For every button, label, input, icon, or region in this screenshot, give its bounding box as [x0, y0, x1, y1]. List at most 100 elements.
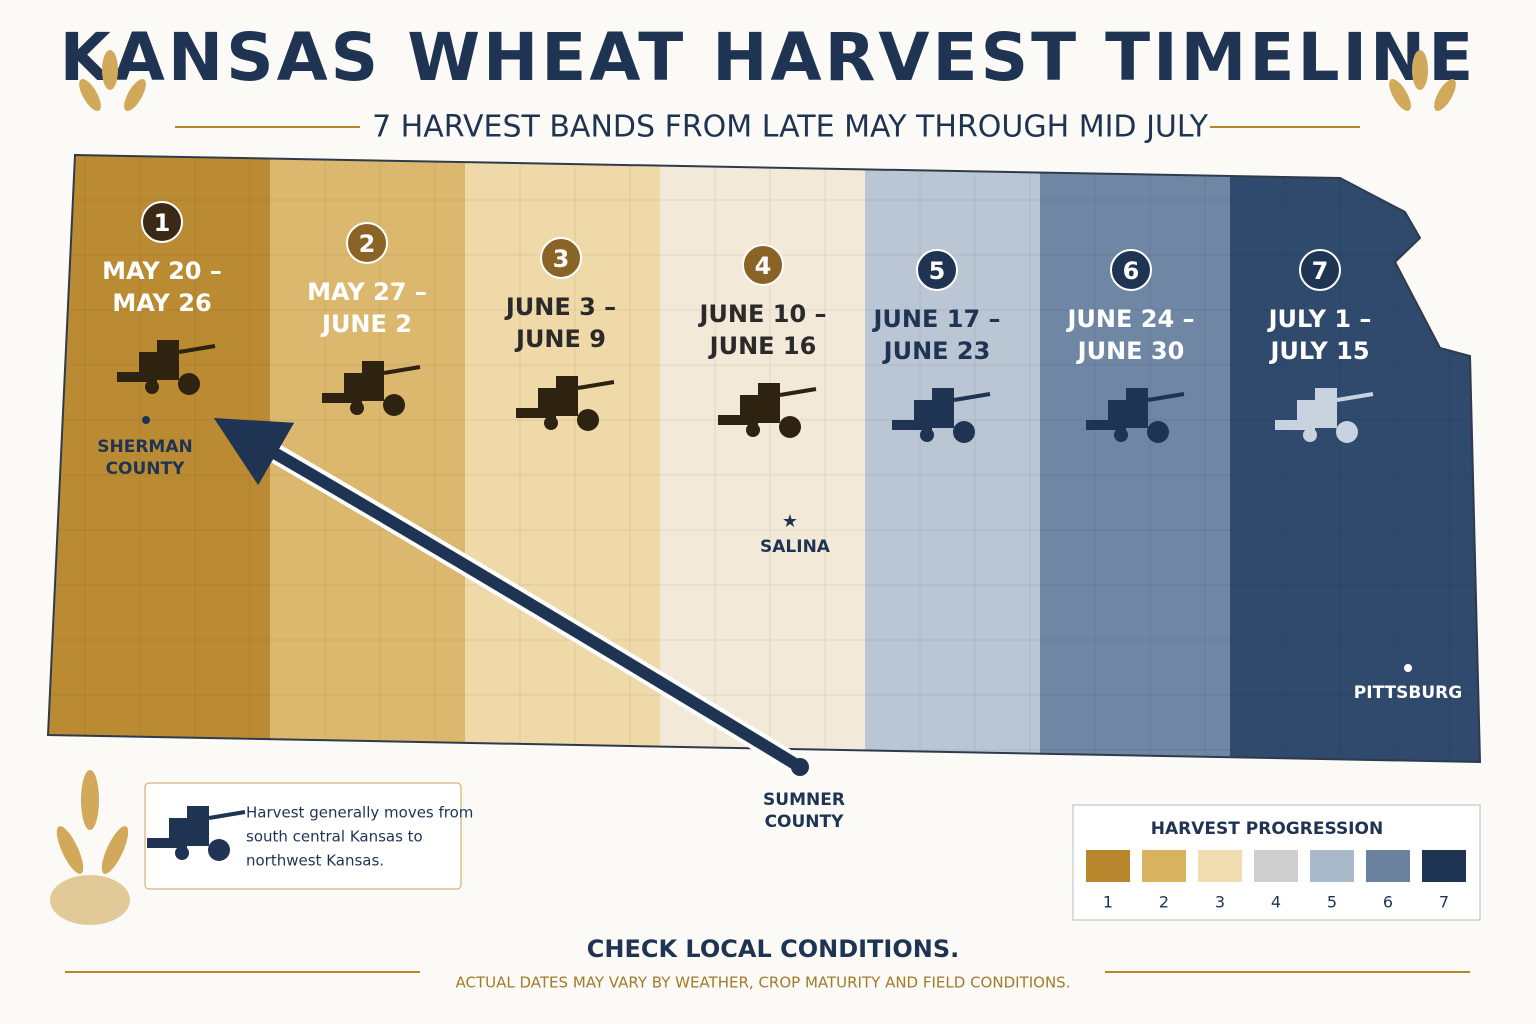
combine-header	[1086, 420, 1126, 430]
legend-swatch	[1254, 850, 1298, 882]
footer-title: CHECK LOCAL CONDITIONS.	[587, 935, 959, 963]
band-dates: JUNE 10 –	[697, 300, 826, 328]
combine-wheel	[953, 421, 975, 443]
combine-header	[322, 393, 362, 403]
combine-icon	[147, 806, 246, 861]
legend-swatch	[1366, 850, 1410, 882]
sumner-dot	[791, 758, 809, 776]
band-number: 6	[1123, 257, 1140, 285]
combine-icon	[718, 383, 817, 438]
place-label: COUNTY	[765, 812, 845, 832]
legend-label: 1	[1103, 893, 1113, 912]
combine-spout	[383, 365, 421, 375]
combine-header	[892, 420, 932, 430]
band-badge	[346, 222, 388, 264]
combine-wheel	[208, 839, 230, 861]
combine-wheel	[175, 846, 189, 860]
combine-wheel	[383, 394, 405, 416]
band-number: 3	[553, 245, 570, 273]
sherman-dot	[142, 416, 150, 424]
band-number: 5	[929, 257, 946, 285]
harvest-band	[865, 155, 1042, 762]
note-box	[144, 782, 462, 890]
title: KANSAS WHEAT HARVEST TIMELINE	[60, 19, 1477, 96]
place-label: SHERMAN	[97, 437, 192, 457]
legend-label: 7	[1439, 893, 1449, 912]
combine-cab	[157, 340, 179, 354]
band-badge	[540, 237, 582, 279]
legend-swatch	[1142, 850, 1186, 882]
band-dates: JUNE 23	[882, 337, 991, 365]
combine-spout	[208, 810, 246, 820]
band-number: 4	[755, 252, 772, 280]
legend-label: 5	[1327, 893, 1337, 912]
band-badge	[742, 244, 784, 286]
combine-spout	[953, 392, 991, 402]
combine-cab	[758, 383, 780, 397]
note-text: northwest Kansas.	[246, 852, 384, 870]
combine-wheel	[779, 416, 801, 438]
combine-icon	[1275, 388, 1374, 443]
combine-wheel	[145, 380, 159, 394]
combine-wheel	[920, 428, 934, 442]
band-number: 7	[1312, 257, 1329, 285]
band-dates: JUNE 24 –	[1065, 305, 1194, 333]
footer-subtitle: ACTUAL DATES MAY VARY BY WEATHER, CROP M…	[456, 974, 1071, 992]
combine-cab	[556, 376, 578, 390]
combine-cab	[932, 388, 954, 402]
combine-wheel	[577, 409, 599, 431]
legend-swatch	[1422, 850, 1466, 882]
combine-spout	[1336, 392, 1374, 402]
combine-spout	[1147, 392, 1185, 402]
band-badge	[141, 201, 183, 243]
combine-wheel	[178, 373, 200, 395]
note-icon	[147, 806, 246, 861]
combine-icon	[1086, 388, 1185, 443]
arrow	[213, 418, 804, 773]
harvest-band	[660, 155, 867, 762]
combine-wheel	[350, 401, 364, 415]
legend-label: 6	[1383, 893, 1393, 912]
combine-cab	[187, 806, 209, 820]
band-dates: JUNE 17 –	[871, 305, 1000, 333]
band-dates: JUNE 2	[320, 310, 412, 338]
band-dates: JULY 15	[1268, 337, 1369, 365]
kansas-map	[48, 155, 1480, 762]
band-dates: JUNE 30	[1076, 337, 1185, 365]
combine-icon	[117, 340, 216, 395]
legend-label: 3	[1215, 893, 1225, 912]
harvest-band	[1040, 155, 1232, 762]
note-text: Harvest generally moves from	[246, 804, 473, 822]
place-label: SUMNER	[763, 790, 845, 810]
pittsburg-dot	[1404, 664, 1412, 672]
band-number: 1	[154, 209, 171, 237]
combine-header	[1275, 420, 1315, 430]
combine-wheel	[544, 416, 558, 430]
legend-swatch	[1086, 850, 1130, 882]
place-label: PITTSBURG	[1354, 683, 1462, 703]
harvest-band	[465, 155, 662, 762]
combine-spout	[779, 387, 817, 397]
combine-icon	[516, 376, 615, 431]
band-number: 2	[359, 230, 376, 258]
combine-wheel	[1303, 428, 1317, 442]
combine-cab	[1315, 388, 1337, 402]
note-text: south central Kansas to	[246, 828, 423, 846]
legend-label: 4	[1271, 893, 1281, 912]
band-dates: JUNE 3 –	[504, 293, 616, 321]
band-dates: JUNE 16	[708, 332, 817, 360]
combine-header	[117, 372, 157, 382]
legend: 1 2 3 4 5 6 7	[1086, 850, 1466, 912]
combine-cab	[362, 361, 384, 375]
combine-icon	[892, 388, 991, 443]
legend-swatch	[1310, 850, 1354, 882]
band-dates: JUNE 9	[514, 325, 606, 353]
place-label: SALINA	[760, 537, 831, 557]
band-badge	[1110, 249, 1152, 291]
salina-star: ★	[782, 511, 798, 532]
combine-spout	[178, 344, 216, 354]
combine-header	[718, 415, 758, 425]
combine-header	[516, 408, 556, 418]
